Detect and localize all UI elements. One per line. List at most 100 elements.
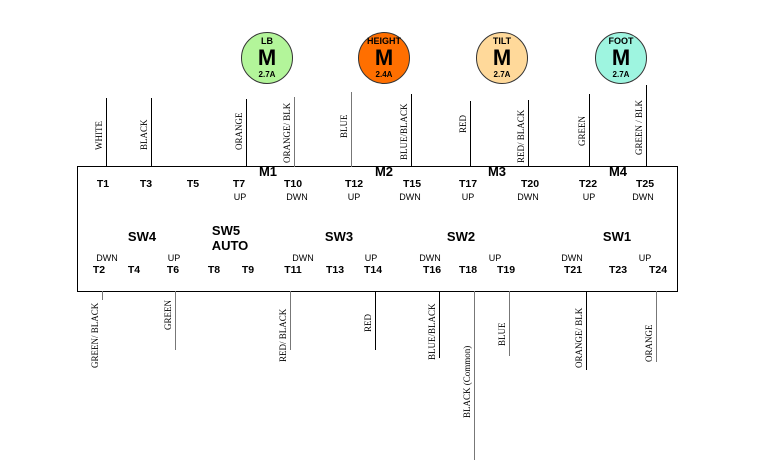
switch-label: SW3 bbox=[324, 229, 354, 244]
wire-bottom bbox=[656, 291, 658, 362]
motor-current: 2.7A bbox=[612, 70, 630, 79]
terminal-label: T22 bbox=[578, 178, 598, 190]
direction-label: DWN bbox=[292, 253, 314, 263]
wire-label: ORANGE bbox=[234, 112, 244, 151]
motor-symbol: M bbox=[374, 45, 394, 70]
wire-top bbox=[528, 100, 530, 167]
wire-label: BLUE bbox=[497, 322, 507, 347]
direction-label: UP bbox=[364, 253, 378, 263]
motor-foot: FOOT M 2.7A bbox=[595, 32, 647, 84]
wire-label: WHITE bbox=[94, 121, 104, 150]
direction-label: DWN bbox=[561, 253, 583, 263]
motor-current: 2.7A bbox=[493, 70, 511, 79]
direction-label: DWN bbox=[399, 192, 421, 202]
direction-label: DWN bbox=[632, 192, 654, 202]
switch-label: SW1 bbox=[602, 229, 632, 244]
motor-current: 2.7A bbox=[258, 70, 276, 79]
direction-label: UP bbox=[347, 192, 361, 202]
control-box bbox=[77, 166, 678, 292]
wire-label: ORANGE/ BLK bbox=[574, 307, 584, 368]
terminal-label: T3 bbox=[139, 178, 153, 190]
wire-bottom bbox=[474, 291, 476, 460]
motor-name: HEIGHT bbox=[366, 36, 401, 46]
wire-top bbox=[294, 97, 296, 167]
wire-bottom bbox=[439, 291, 441, 358]
direction-label: UP bbox=[488, 253, 502, 263]
terminal-label: T19 bbox=[496, 264, 516, 276]
switch-label: AUTO bbox=[211, 238, 249, 253]
wire-label: RED bbox=[458, 115, 468, 133]
motor-name: TILT bbox=[492, 36, 512, 46]
terminal-label: T12 bbox=[344, 178, 364, 190]
wire-top bbox=[470, 101, 472, 167]
wire-top bbox=[246, 99, 248, 167]
wire-label: BLUE bbox=[339, 114, 349, 139]
wire-top bbox=[646, 85, 648, 167]
wire-bottom bbox=[375, 291, 377, 350]
wire-bottom bbox=[290, 291, 292, 350]
wire-label: RED bbox=[363, 314, 373, 332]
wire-label: BLUE/BLACK bbox=[427, 303, 437, 360]
terminal-label: T14 bbox=[363, 264, 383, 276]
terminal-label: T6 bbox=[166, 264, 180, 276]
wire-label: RED/ BLACK bbox=[516, 109, 526, 163]
wire-top bbox=[351, 92, 353, 167]
motor-name: FOOT bbox=[608, 36, 634, 46]
motor-symbol: M bbox=[257, 45, 277, 70]
direction-label: DWN bbox=[517, 192, 539, 202]
wire-label: GREEN / BLK bbox=[634, 100, 644, 155]
terminal-label: T17 bbox=[458, 178, 478, 190]
wire-top bbox=[589, 94, 591, 167]
motor-tilt: TILT M 2.7A bbox=[476, 32, 528, 84]
wire-label: BLACK bbox=[139, 119, 149, 150]
direction-label: UP bbox=[638, 253, 652, 263]
direction-label: UP bbox=[233, 192, 247, 202]
terminal-label: T10 bbox=[283, 178, 303, 190]
wire-bottom bbox=[586, 291, 588, 370]
motor-symbol: M bbox=[611, 45, 631, 70]
switch-label: SW2 bbox=[446, 229, 476, 244]
direction-label: UP bbox=[167, 253, 181, 263]
terminal-label: T11 bbox=[284, 264, 302, 276]
terminal-label: T5 bbox=[186, 178, 200, 190]
motor-name: LB bbox=[261, 36, 273, 46]
direction-label: DWN bbox=[96, 253, 118, 263]
motor-symbol: M bbox=[492, 45, 512, 70]
wire-top bbox=[151, 98, 153, 167]
direction-label: DWN bbox=[286, 192, 308, 202]
terminal-label: T20 bbox=[520, 178, 540, 190]
motor-lb: LB M 2.7A bbox=[241, 32, 293, 84]
wire-label: BLUE/BLACK bbox=[399, 103, 409, 160]
wire-bottom bbox=[102, 291, 104, 300]
terminal-label: T1 bbox=[96, 178, 110, 190]
wire-label: GREEN bbox=[163, 300, 173, 330]
terminal-label: T15 bbox=[402, 178, 422, 190]
wire-label: RED/ BLACK bbox=[278, 308, 288, 362]
terminal-label: T9 bbox=[241, 264, 255, 276]
direction-label: DWN bbox=[419, 253, 441, 263]
direction-label: UP bbox=[582, 192, 596, 202]
motor-terminal-label: M1 bbox=[258, 164, 278, 179]
wire-bottom bbox=[509, 291, 511, 356]
terminal-label: T4 bbox=[127, 264, 141, 276]
terminal-label: T8 bbox=[207, 264, 221, 276]
switch-label: SW5 bbox=[211, 223, 241, 238]
terminal-label: T23 bbox=[608, 264, 628, 276]
wire-top bbox=[106, 98, 108, 167]
motor-current: 2.4A bbox=[375, 70, 393, 79]
wire-label: GREEN/ BLACK bbox=[90, 302, 100, 368]
terminal-label: T25 bbox=[635, 178, 655, 190]
direction-label: UP bbox=[461, 192, 475, 202]
motor-terminal-label: M2 bbox=[374, 164, 394, 179]
motor-terminal-label: M3 bbox=[487, 164, 507, 179]
wire-bottom bbox=[175, 291, 177, 350]
terminal-label: T13 bbox=[325, 264, 345, 276]
wire-label: GREEN bbox=[577, 116, 587, 146]
terminal-label: T16 bbox=[422, 264, 442, 276]
wire-label: ORANGE bbox=[644, 324, 654, 363]
motor-height: HEIGHT M 2.4A bbox=[358, 32, 410, 84]
wire-label: BLACK (Common) bbox=[462, 345, 472, 418]
terminal-label: T18 bbox=[458, 264, 478, 276]
switch-label: SW4 bbox=[127, 229, 157, 244]
